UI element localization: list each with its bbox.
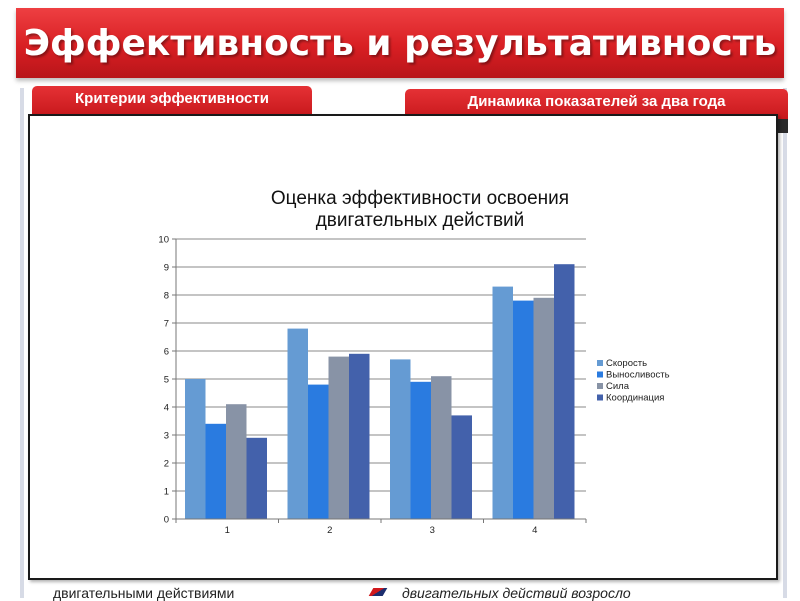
bar-4-1 xyxy=(246,437,267,519)
y-tick-label: 2 xyxy=(164,459,169,470)
bar-3-3 xyxy=(431,376,452,519)
bar-2-3 xyxy=(410,381,431,519)
left-border-line xyxy=(20,88,24,598)
bar-3-1 xyxy=(226,404,247,519)
tab-criteria[interactable]: Критерии эффективности xyxy=(32,86,312,116)
y-tick-label: 4 xyxy=(164,403,169,414)
chart-title-line-1: Оценка эффективности освоения xyxy=(271,188,569,209)
tab-dynamics-label: Динамика показателей за два года xyxy=(467,93,726,110)
y-tick-label: 1 xyxy=(164,487,169,498)
y-tick-label: 7 xyxy=(164,319,169,330)
y-tick-label: 3 xyxy=(164,431,169,442)
legend-swatch-1 xyxy=(597,360,603,366)
bar-2-1 xyxy=(205,423,226,519)
bar-4-4 xyxy=(554,264,575,519)
x-tick-label: 3 xyxy=(430,525,435,536)
bar-1-3 xyxy=(390,359,411,519)
bar-4-2 xyxy=(349,353,370,519)
bar-1-1 xyxy=(185,379,206,519)
legend-label-3: Сила xyxy=(606,381,630,392)
y-tick-label: 9 xyxy=(164,263,169,274)
legend-swatch-4 xyxy=(597,394,603,401)
bar-2-2 xyxy=(308,384,329,519)
y-tick-label: 10 xyxy=(158,235,169,246)
bar-1-2 xyxy=(287,328,308,519)
y-tick-label: 0 xyxy=(164,515,169,526)
legend-label-2: Выносливость xyxy=(606,370,670,381)
tab-criteria-label: Критерии эффективности xyxy=(75,90,269,107)
x-tick-label: 1 xyxy=(225,525,230,536)
bullet-icon xyxy=(368,588,388,596)
bar-4-3 xyxy=(451,415,472,519)
bar-2-4 xyxy=(513,300,534,519)
y-tick-label: 5 xyxy=(164,375,169,386)
legend-label-1: Скорость xyxy=(606,358,647,369)
legend-swatch-2 xyxy=(597,371,603,378)
chart-frame: Оценка эффективности освоения двигательн… xyxy=(28,114,778,580)
x-tick-label: 2 xyxy=(327,525,332,536)
x-tick-label: 4 xyxy=(532,525,537,536)
title-banner: Эффективность и результативность xyxy=(16,8,784,78)
page-title: Эффективность и результативность xyxy=(23,22,777,64)
chart-title-line-2: двигательных действий xyxy=(316,210,525,231)
bar-1-4 xyxy=(492,286,513,519)
legend-swatch-3 xyxy=(597,383,603,389)
bar-3-4 xyxy=(533,297,554,519)
legend-label-4: Координация xyxy=(606,393,664,404)
right-border-line xyxy=(783,88,787,598)
footer-left-text: двигательными действиями xyxy=(53,585,235,601)
bar-3-2 xyxy=(328,356,349,519)
footer-right-text: двигательных действий возросло xyxy=(402,585,631,601)
bar-chart: Оценка эффективности освоения двигательн… xyxy=(158,188,670,536)
y-tick-label: 8 xyxy=(164,291,169,302)
y-tick-label: 6 xyxy=(164,347,169,358)
